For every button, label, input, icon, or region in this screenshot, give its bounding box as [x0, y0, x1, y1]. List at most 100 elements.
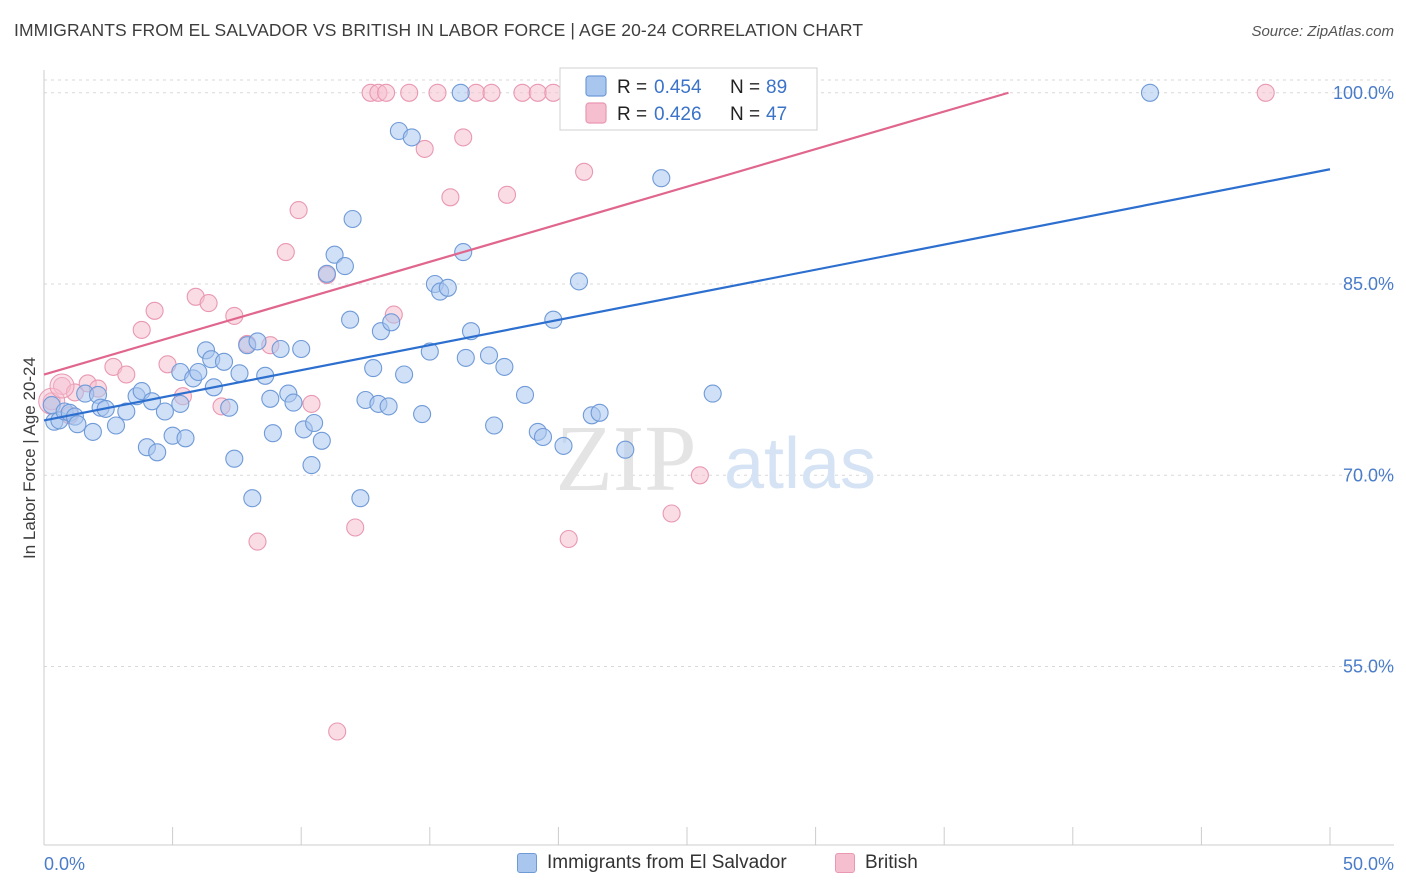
el-salvador-point-13 [117, 402, 136, 421]
el-salvador-point-60 [395, 365, 414, 384]
x-tick-label-max: 50.0% [1343, 854, 1394, 874]
el-salvador-point-12 [106, 416, 126, 435]
el-salvador-point-69 [456, 348, 475, 367]
bottom-legend-item-british: British [835, 852, 918, 874]
british-point-23 [328, 722, 347, 741]
el-salvador-point-58 [382, 313, 401, 332]
bottom-legend-swatch-pink [835, 853, 855, 873]
el-salvador-trend-line [43, 168, 1331, 422]
legend-r-value-pink: 0.426 [654, 104, 702, 125]
watermark-zip: ZIP [556, 407, 697, 511]
el-salvador-point-79 [569, 272, 589, 291]
el-salvador-point-48 [325, 245, 344, 264]
trend-lines [43, 91, 1331, 422]
british-point-15 [225, 306, 244, 325]
legend-swatch-blue [585, 75, 607, 97]
british-point-43 [690, 466, 709, 485]
el-salvador-point-47 [317, 264, 336, 283]
british-point-13 [199, 294, 218, 313]
legend-n-value-blue: 89 [766, 77, 787, 98]
el-salvador-point-76 [533, 427, 553, 447]
british-point-33 [454, 128, 473, 147]
british-point-41 [575, 162, 594, 181]
british-point-37 [513, 83, 532, 102]
el-salvador-point-6 [68, 415, 87, 434]
bottom-legend-label-british: British [865, 852, 918, 873]
british-point-17 [248, 532, 267, 551]
el-salvador-point-52 [351, 489, 370, 508]
british-trend-line [43, 91, 1009, 376]
el-salvador-point-8 [83, 422, 102, 441]
british-point-21 [302, 394, 321, 413]
y-axis-label: In Labor Force | Age 20-24 [20, 357, 39, 559]
legend-r-value-blue: 0.454 [654, 77, 702, 98]
el-salvador-point-44 [302, 456, 321, 475]
x-ticks [43, 827, 1331, 845]
british-points [38, 83, 1275, 741]
el-salvador-point-84 [703, 384, 722, 403]
legend-r-label-pink: R = [617, 104, 647, 125]
el-salvador-point-45 [305, 413, 324, 433]
el-salvador-point-66 [438, 278, 457, 297]
el-salvador-point-81 [590, 403, 609, 422]
british-point-32 [441, 188, 460, 207]
y-tick-label-2: 70.0% [1343, 465, 1394, 485]
el-salvador-point-23 [176, 429, 195, 448]
watermark-atlas: atlas [724, 424, 876, 504]
british-point-19 [276, 243, 295, 262]
el-salvador-point-85 [1140, 83, 1160, 102]
british-point-35 [482, 83, 501, 102]
legend: R = 0.454 N = 89 R = 0.426 N = 47 [559, 67, 818, 131]
legend-swatch-pink [585, 102, 607, 124]
bottom-legend-swatch-blue [517, 853, 537, 873]
el-salvador-point-73 [495, 357, 514, 376]
legend-n-value-pink: 47 [766, 104, 787, 125]
british-point-39 [544, 83, 563, 102]
british-point-9 [145, 301, 164, 320]
axes [43, 70, 1394, 846]
el-salvador-point-19 [155, 402, 174, 421]
el-salvador-point-72 [485, 416, 504, 435]
british-point-31 [428, 83, 447, 102]
el-salvador-point-18 [148, 443, 167, 462]
british-point-30 [415, 139, 434, 158]
el-salvador-point-83 [652, 169, 671, 188]
el-salvador-point-50 [341, 310, 360, 329]
legend-n-label-blue: N = [730, 77, 760, 98]
bottom-legend-label-el-salvador: Immigrants from El Salvador [547, 852, 787, 873]
el-salvador-point-37 [261, 389, 280, 408]
el-salvador-point-29 [214, 352, 234, 371]
el-salvador-point-31 [225, 449, 244, 468]
el-salvador-point-78 [554, 436, 573, 455]
el-salvador-point-61 [402, 128, 421, 147]
british-point-38 [528, 83, 547, 102]
british-point-29 [400, 83, 419, 102]
el-salvador-point-32 [230, 364, 249, 383]
x-tick-label-min: 0.0% [44, 854, 85, 874]
british-cluster-point-2 [49, 373, 75, 399]
british-point-7 [117, 365, 136, 384]
british-point-40 [559, 529, 578, 549]
el-salvador-point-21 [171, 394, 190, 413]
bottom-legend-item-el-salvador: Immigrants from El Salvador [517, 852, 787, 874]
british-point-36 [497, 185, 517, 204]
british-point-8 [132, 320, 151, 339]
el-salvador-point-49 [335, 257, 354, 276]
el-salvador-point-34 [243, 489, 262, 508]
el-salvador-point-54 [364, 359, 383, 378]
el-salvador-point-67 [451, 83, 470, 102]
el-salvador-point-42 [292, 339, 311, 359]
watermark: ZIP atlas [556, 407, 877, 511]
el-salvador-point-25 [189, 362, 208, 382]
y-tick-labels: 100.0% 85.0% 70.0% 55.0% [1333, 83, 1394, 677]
el-salvador-point-39 [271, 339, 290, 359]
legend-r-label-blue: R = [617, 77, 647, 98]
el-salvador-point-51 [343, 209, 362, 229]
el-salvador-point-71 [479, 346, 499, 365]
el-salvador-point-82 [616, 440, 635, 459]
y-tick-label-0: 100.0% [1333, 83, 1394, 103]
el-salvador-point-35 [248, 332, 267, 351]
el-salvador-point-57 [379, 397, 398, 416]
source-label: Source: ZipAtlas.com [1251, 23, 1394, 40]
